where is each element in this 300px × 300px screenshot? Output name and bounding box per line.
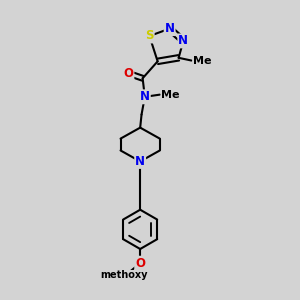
Text: S: S xyxy=(145,29,154,43)
Text: N: N xyxy=(165,22,175,35)
Text: Me: Me xyxy=(193,56,211,65)
Text: O: O xyxy=(135,257,145,270)
Text: O: O xyxy=(124,67,134,80)
Text: Me: Me xyxy=(161,90,180,100)
Text: N: N xyxy=(140,90,150,103)
Text: N: N xyxy=(135,155,145,168)
Text: methoxy: methoxy xyxy=(100,271,148,281)
Text: N: N xyxy=(178,34,188,47)
